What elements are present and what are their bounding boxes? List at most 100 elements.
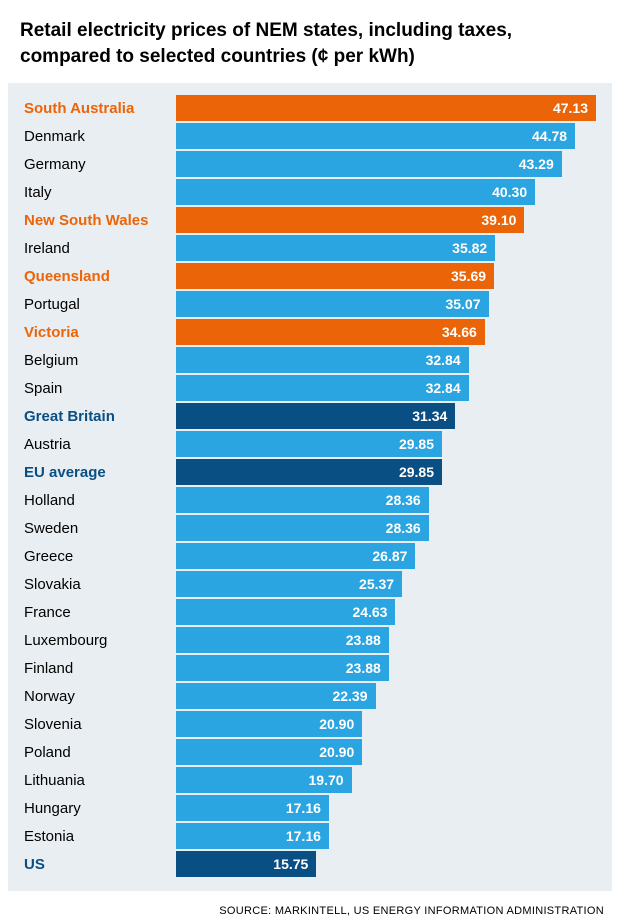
bar-row: Estonia17.16 <box>24 823 596 849</box>
bar-track: 29.85 <box>176 459 596 485</box>
bar-track: 19.70 <box>176 767 596 793</box>
bar-label: Germany <box>24 156 176 173</box>
bar: 28.36 <box>176 487 429 513</box>
bar-value: 22.39 <box>332 688 367 704</box>
bar: 29.85 <box>176 459 442 485</box>
bar-track: 17.16 <box>176 823 596 849</box>
bar: 20.90 <box>176 711 362 737</box>
chart-container: Retail electricity prices of NEM states,… <box>0 0 620 888</box>
bar-track: 26.87 <box>176 543 596 569</box>
bar-track: 20.90 <box>176 739 596 765</box>
bar-track: 35.82 <box>176 235 596 261</box>
bar-label: Great Britain <box>24 408 176 425</box>
bar-value: 32.84 <box>426 380 461 396</box>
bar-value: 25.37 <box>359 576 394 592</box>
chart-source: SOURCE: MARKINTELL, US ENERGY INFORMATIO… <box>0 891 620 917</box>
bar-track: 29.85 <box>176 431 596 457</box>
bar-row: Belgium32.84 <box>24 347 596 373</box>
bar: 19.70 <box>176 767 352 793</box>
bar: 35.69 <box>176 263 494 289</box>
bar-value: 24.63 <box>352 604 387 620</box>
bar-label: Norway <box>24 688 176 705</box>
bar-value: 19.70 <box>309 772 344 788</box>
bar: 26.87 <box>176 543 415 569</box>
bar: 39.10 <box>176 207 524 233</box>
bar-label: Victoria <box>24 324 176 341</box>
bar-row: Lithuania19.70 <box>24 767 596 793</box>
bar: 34.66 <box>176 319 485 345</box>
bar: 28.36 <box>176 515 429 541</box>
bar-row: Sweden28.36 <box>24 515 596 541</box>
bar-value: 23.88 <box>346 632 381 648</box>
bar-label: US <box>24 856 176 873</box>
bar-label: Portugal <box>24 296 176 313</box>
bar-track: 34.66 <box>176 319 596 345</box>
bar-row: Slovakia 25.37 <box>24 571 596 597</box>
bar-row: Great Britain 31.34 <box>24 403 596 429</box>
bar-label: Denmark <box>24 128 176 145</box>
bar-track: 25.37 <box>176 571 596 597</box>
bar-value: 20.90 <box>319 744 354 760</box>
bar: 22.39 <box>176 683 376 709</box>
bar-label: Queensland <box>24 268 176 285</box>
bar-value: 31.34 <box>412 408 447 424</box>
bar-value: 43.29 <box>519 156 554 172</box>
bar-value: 28.36 <box>386 492 421 508</box>
bar-row: Finland 23.88 <box>24 655 596 681</box>
bar-value: 29.85 <box>399 436 434 452</box>
bar-value: 39.10 <box>481 212 516 228</box>
bar-track: 22.39 <box>176 683 596 709</box>
bar-track: 40.30 <box>176 179 596 205</box>
bar-value: 23.88 <box>346 660 381 676</box>
bar-label: Slovakia <box>24 576 176 593</box>
bar-track: 47.13 <box>176 95 596 121</box>
bar-value: 35.82 <box>452 240 487 256</box>
bar: 32.84 <box>176 375 469 401</box>
bar-track: 15.75 <box>176 851 596 877</box>
bar-row: Portugal 35.07 <box>24 291 596 317</box>
bar-label: Finland <box>24 660 176 677</box>
chart-title: Retail electricity prices of NEM states,… <box>0 0 620 83</box>
bar-row: Hungary17.16 <box>24 795 596 821</box>
bar-row: Ireland35.82 <box>24 235 596 261</box>
chart-area: South Australia 47.13 Denmark 44.78 Germany 4… <box>8 83 612 891</box>
bar-row: Poland20.90 <box>24 739 596 765</box>
bar: 24.63 <box>176 599 395 625</box>
bar-label: Holland <box>24 492 176 509</box>
bar-track: 35.69 <box>176 263 596 289</box>
bar-row: Austria29.85 <box>24 431 596 457</box>
bar-row: EU average29.85 <box>24 459 596 485</box>
bar-row: Norway 22.39 <box>24 683 596 709</box>
bar-label: Spain <box>24 380 176 397</box>
bar-row: South Australia 47.13 <box>24 95 596 121</box>
bar-row: Holland 28.36 <box>24 487 596 513</box>
bar-row: Luxembourg 23.88 <box>24 627 596 653</box>
bar-value: 47.13 <box>553 100 588 116</box>
bar-track: 32.84 <box>176 347 596 373</box>
bar-track: 20.90 <box>176 711 596 737</box>
bar-label: Sweden <box>24 520 176 537</box>
bar-track: 24.63 <box>176 599 596 625</box>
bar-label: South Australia <box>24 100 176 117</box>
bar-value: 32.84 <box>426 352 461 368</box>
bar: 23.88 <box>176 655 389 681</box>
bar: 43.29 <box>176 151 562 177</box>
bar-row: Italy40.30 <box>24 179 596 205</box>
bar: 47.13 <box>176 95 596 121</box>
bar-row: Victoria34.66 <box>24 319 596 345</box>
bar-track: 32.84 <box>176 375 596 401</box>
bar-track: 31.34 <box>176 403 596 429</box>
bar-row: Germany 43.29 <box>24 151 596 177</box>
bar-value: 35.07 <box>445 296 480 312</box>
bar: 15.75 <box>176 851 316 877</box>
bar-value: 20.90 <box>319 716 354 732</box>
bar-row: US15.75 <box>24 851 596 877</box>
bar-value: 26.87 <box>372 548 407 564</box>
bar-label: EU average <box>24 464 176 481</box>
bar: 23.88 <box>176 627 389 653</box>
bar-label: Luxembourg <box>24 632 176 649</box>
bar-value: 44.78 <box>532 128 567 144</box>
bar-track: 35.07 <box>176 291 596 317</box>
bar-value: 40.30 <box>492 184 527 200</box>
bar-track: 23.88 <box>176 655 596 681</box>
